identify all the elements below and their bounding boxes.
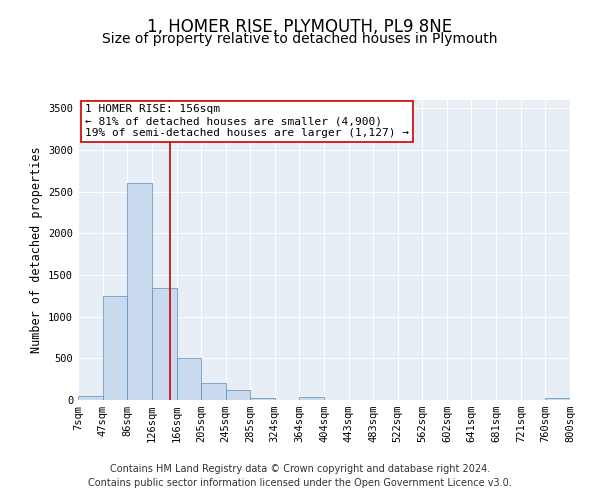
Bar: [299, 396, 325, 400]
Bar: [103, 296, 127, 400]
Bar: [545, 398, 570, 400]
Text: 1 HOMER RISE: 156sqm
← 81% of detached houses are smaller (4,900)
19% of semi-de: 1 HOMER RISE: 156sqm ← 81% of detached h…: [85, 104, 409, 138]
Y-axis label: Number of detached properties: Number of detached properties: [29, 146, 43, 354]
Bar: [127, 184, 152, 400]
Bar: [78, 396, 103, 400]
Bar: [152, 288, 176, 400]
Text: Contains HM Land Registry data © Crown copyright and database right 2024.
Contai: Contains HM Land Registry data © Crown c…: [88, 464, 512, 487]
Text: 1, HOMER RISE, PLYMOUTH, PL9 8NE: 1, HOMER RISE, PLYMOUTH, PL9 8NE: [148, 18, 452, 36]
Bar: [226, 390, 250, 400]
Bar: [250, 398, 275, 400]
Text: Size of property relative to detached houses in Plymouth: Size of property relative to detached ho…: [102, 32, 498, 46]
Bar: [176, 358, 201, 400]
Bar: [201, 384, 226, 400]
